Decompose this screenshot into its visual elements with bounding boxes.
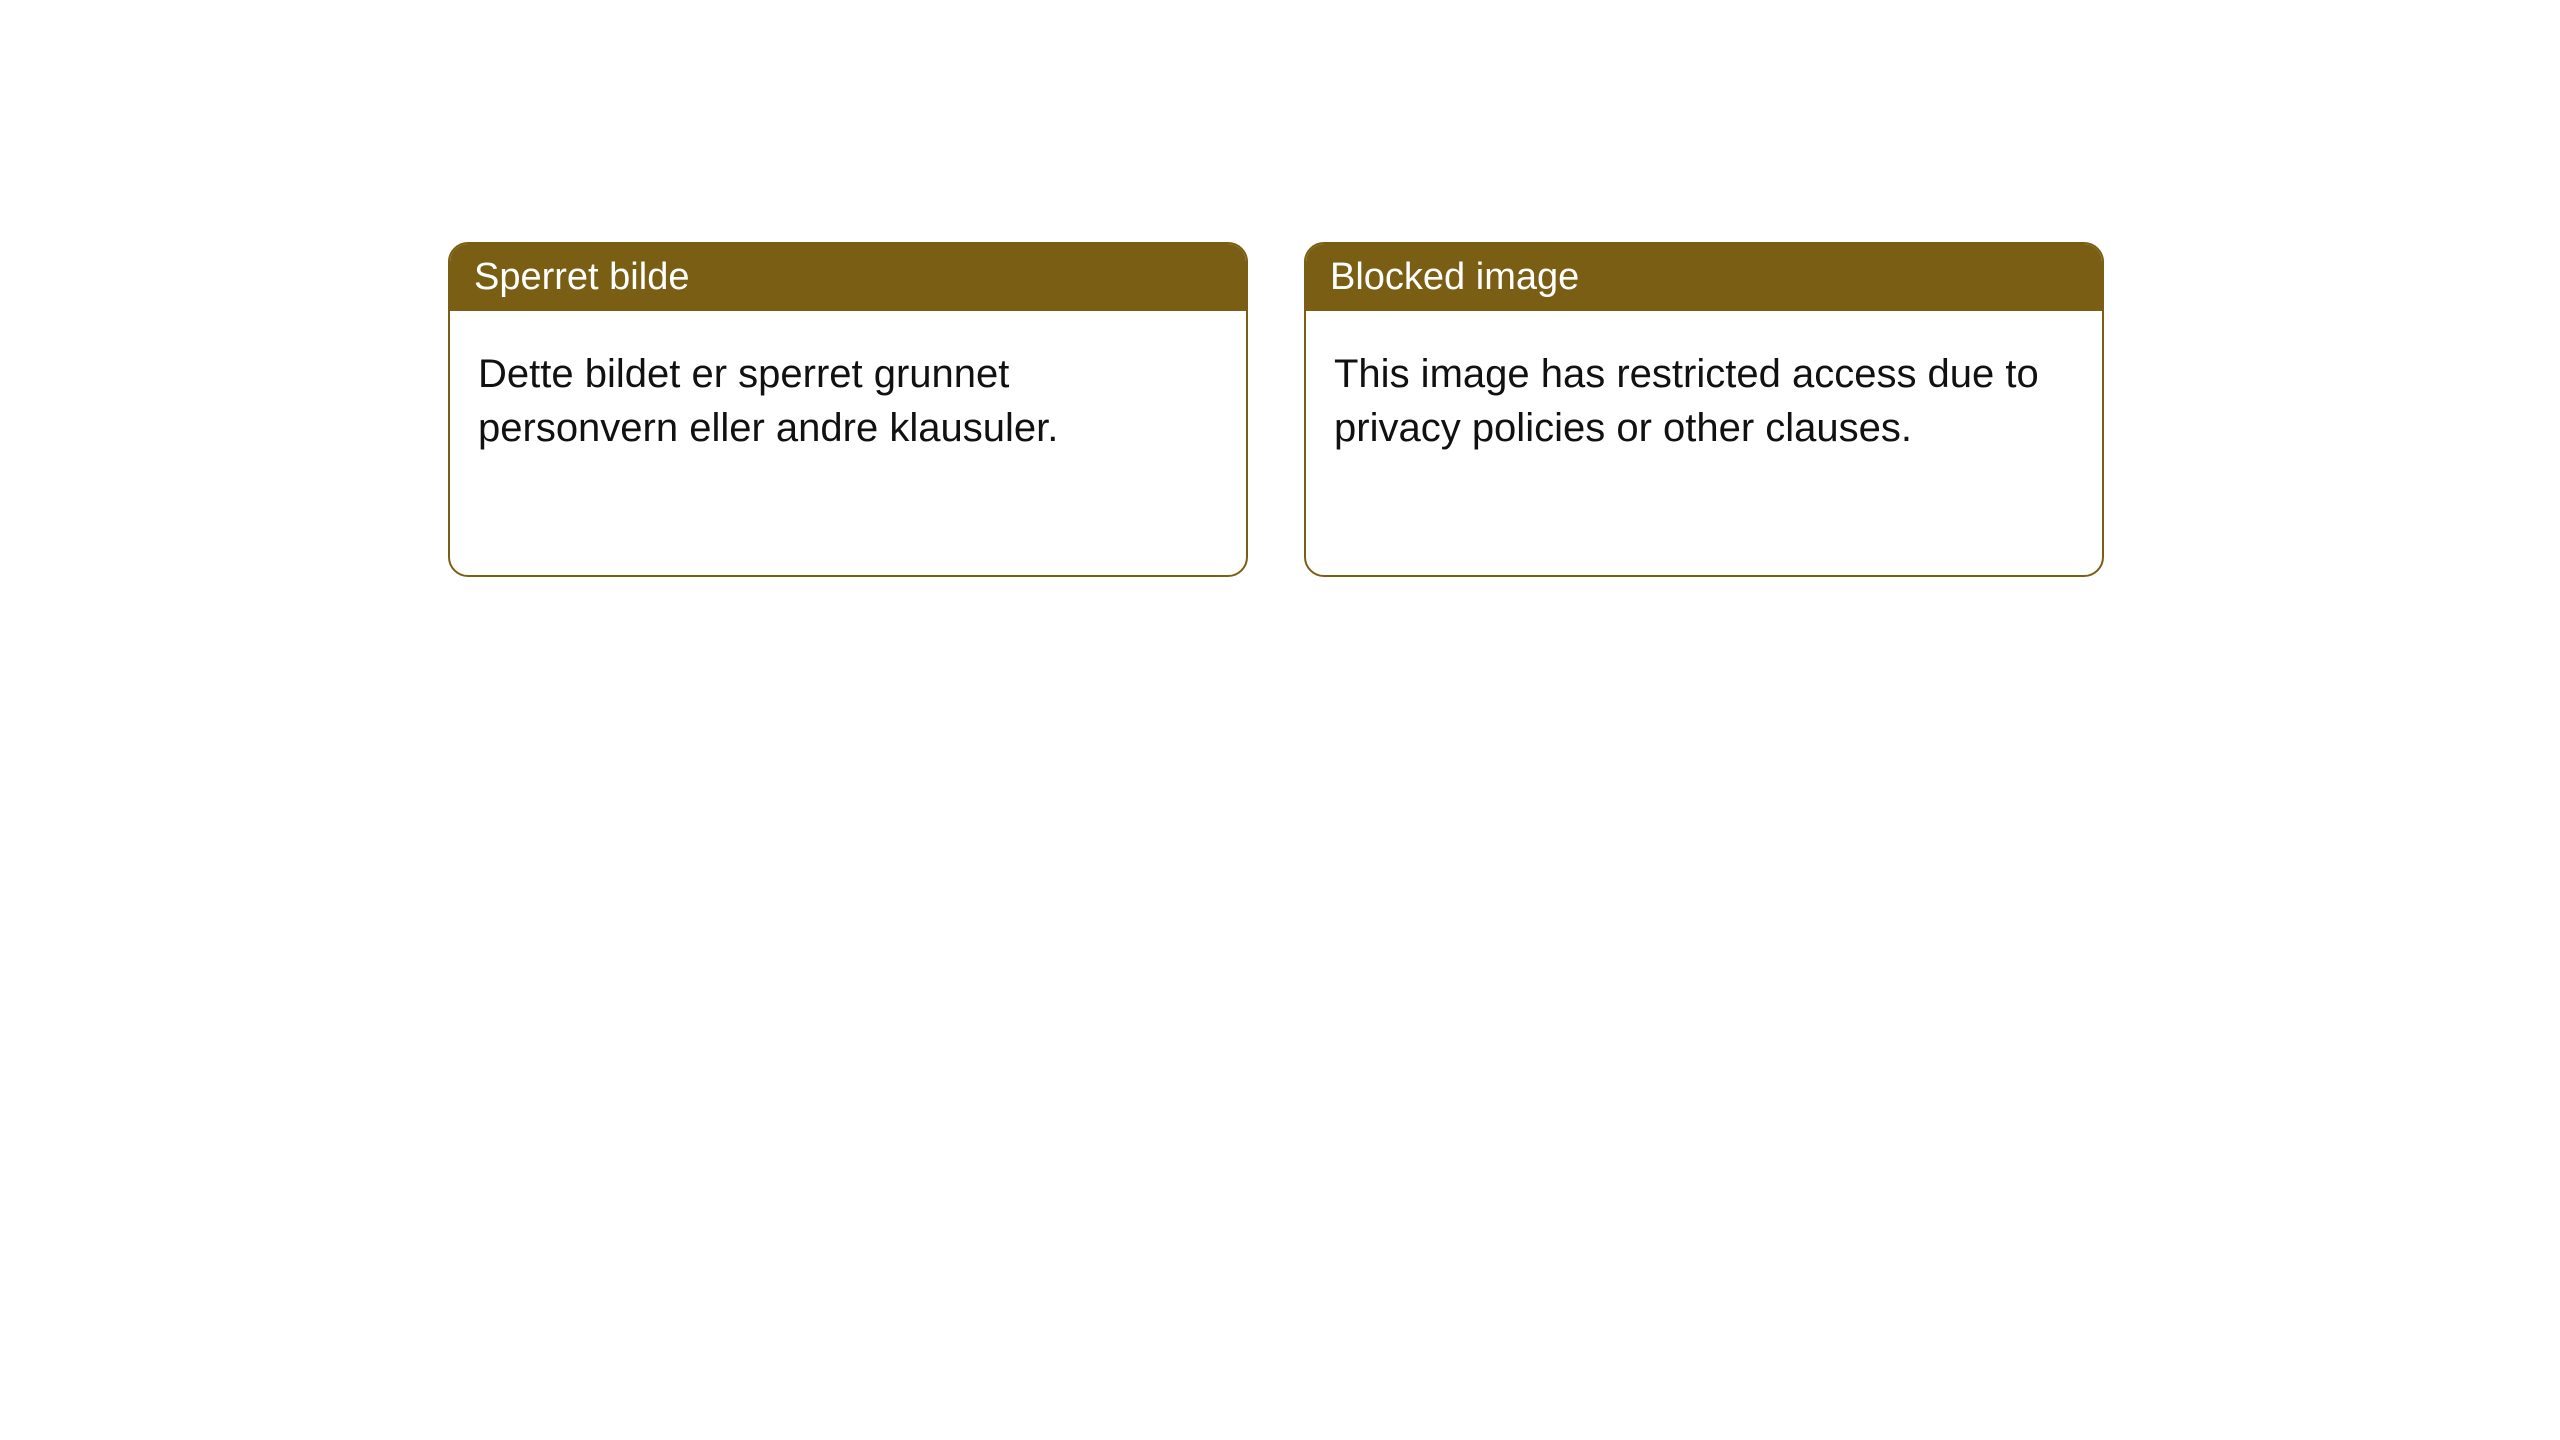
card-title: Blocked image [1330, 256, 1579, 298]
card-header: Blocked image [1306, 244, 2102, 311]
blocked-image-card-no: Sperret bilde Dette bildet er sperret gr… [448, 242, 1248, 577]
card-body: This image has restricted access due to … [1306, 311, 2102, 491]
card-title: Sperret bilde [474, 256, 689, 298]
card-body: Dette bildet er sperret grunnet personve… [450, 311, 1246, 491]
blocked-image-card-en: Blocked image This image has restricted … [1304, 242, 2104, 577]
notice-row: Sperret bilde Dette bildet er sperret gr… [0, 0, 2560, 577]
card-body-text: This image has restricted access due to … [1334, 352, 2039, 450]
card-header: Sperret bilde [450, 244, 1246, 311]
card-body-text: Dette bildet er sperret grunnet personve… [478, 352, 1058, 450]
